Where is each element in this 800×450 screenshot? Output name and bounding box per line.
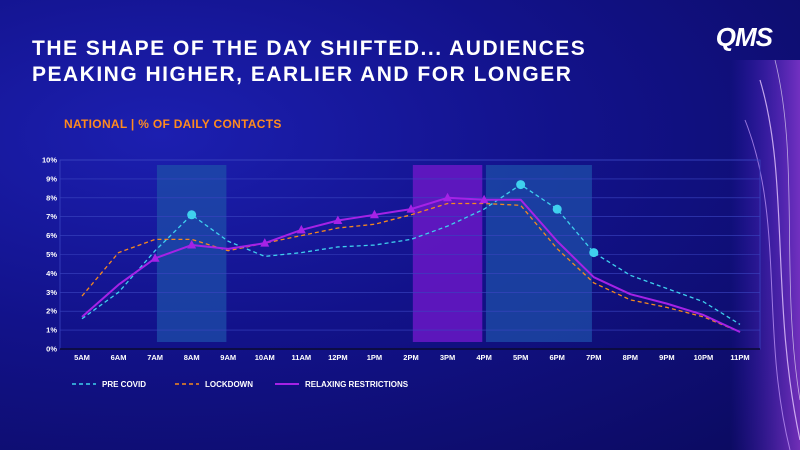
x-tick-label: 7AM <box>147 353 163 362</box>
x-tick-label: 8AM <box>184 353 200 362</box>
y-tick-label: 6% <box>46 231 57 240</box>
data-point <box>552 204 562 214</box>
y-tick-label: 1% <box>46 326 57 335</box>
y-axis-labels: 0% 1% 2% 3% 4% 5% 6% 7% 8% 9% 10% <box>42 156 57 354</box>
data-point <box>296 224 306 234</box>
series-markers <box>150 180 599 262</box>
y-tick-label: 7% <box>46 212 57 221</box>
decorative-light-streaks <box>730 59 800 450</box>
highlight-bands <box>156 165 592 342</box>
x-tick-label: 6PM <box>550 353 565 362</box>
title-line-2: PEAKING HIGHER, EARLIER AND FOR LONGER <box>32 63 573 86</box>
x-tick-label: 6AM <box>111 353 127 362</box>
legend-label: RELAXING RESTRICTIONS <box>305 380 409 389</box>
x-tick-label: 12PM <box>328 353 348 362</box>
x-tick-label: 11AM <box>292 353 312 362</box>
x-tick-label: 10PM <box>694 353 714 362</box>
data-point <box>260 238 270 247</box>
x-tick-label: 10AM <box>255 353 275 362</box>
x-tick-label: 9PM <box>659 353 674 362</box>
x-tick-label: 1PM <box>367 353 382 362</box>
y-tick-label: 3% <box>46 288 57 297</box>
x-tick-label: 11PM <box>730 353 749 362</box>
data-point <box>479 194 489 204</box>
y-tick-label: 2% <box>46 307 57 316</box>
x-tick-label: 9AM <box>220 353 236 362</box>
x-axis-labels: 5AM 6AM 7AM 8AM 9AM 10AM 11AM 12PM 1PM 2PM 3PM 4PM 5… <box>74 353 750 362</box>
data-point <box>150 253 160 262</box>
highlight-band-3 <box>485 165 592 342</box>
data-point <box>406 204 416 213</box>
chart-gridlines <box>59 159 761 350</box>
chart-legend: PRE COVID LOCKDOWN RELAXING RESTRICTIONS <box>72 380 409 389</box>
data-point <box>333 215 343 224</box>
chart-subtitle: NATIONAL | % OF DAILY CONTACTS <box>64 117 282 131</box>
x-tick-label: 5AM <box>74 353 90 362</box>
data-point <box>187 210 197 220</box>
x-tick-label: 7PM <box>586 353 601 362</box>
y-tick-label: 4% <box>46 269 57 278</box>
x-tick-label: 3PM <box>440 353 455 362</box>
data-point <box>516 180 526 190</box>
data-point <box>369 209 379 219</box>
title-line-1: THE SHAPE OF THE DAY SHIFTED... AUDIENCE… <box>32 37 587 60</box>
data-point <box>443 192 453 202</box>
page-title: THE SHAPE OF THE DAY SHIFTED... AUDIENCE… <box>32 36 586 88</box>
y-tick-label: 10% <box>42 156 57 165</box>
y-tick-label: 9% <box>46 174 57 183</box>
highlight-band-2 <box>412 165 483 342</box>
x-tick-label: 2PM <box>403 353 418 362</box>
y-tick-label: 0% <box>46 345 57 354</box>
y-tick-label: 5% <box>46 250 57 259</box>
legend-label: LOCKDOWN <box>205 380 253 389</box>
data-point <box>589 248 599 258</box>
legend-label: PRE COVID <box>102 380 146 389</box>
data-point <box>187 240 197 249</box>
x-tick-label: 8PM <box>623 353 638 362</box>
y-tick-label: 8% <box>46 193 57 202</box>
x-tick-label: 5PM <box>513 353 528 362</box>
x-tick-label: 4PM <box>476 353 491 362</box>
qms-logo: QMS <box>715 22 773 52</box>
